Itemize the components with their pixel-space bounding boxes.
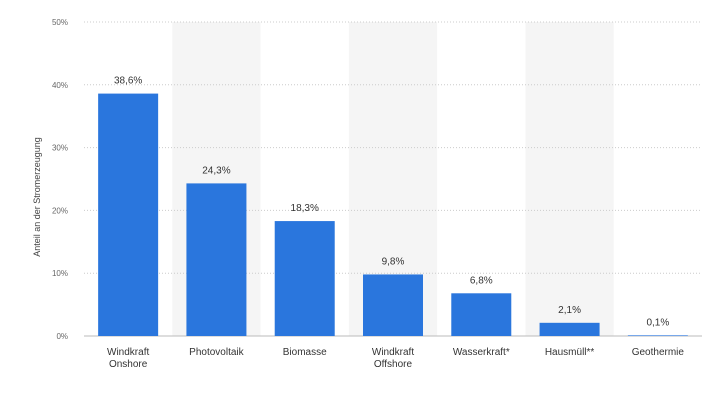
y-tick-label: 10%: [52, 269, 68, 278]
x-category-label: Windkraft Offshore: [372, 347, 414, 370]
bar: [627, 335, 688, 336]
y-tick-label: 40%: [52, 81, 68, 90]
x-category-label: Photovoltaik: [189, 347, 244, 358]
category-band: [525, 22, 614, 336]
bars: [98, 93, 688, 336]
bar: [539, 322, 600, 336]
y-tick-label: 50%: [52, 18, 68, 27]
x-category-label: Wasserkraft*: [453, 347, 510, 358]
category-bands: [172, 22, 614, 336]
x-category-label: Hausmüll**: [545, 347, 595, 358]
x-category-label: Biomasse: [283, 347, 327, 358]
x-axis-categories: Windkraft Onshore Photovoltaik Biomasse Wind…: [107, 347, 684, 370]
data-label: 2,1%: [558, 305, 581, 316]
y-tick-label: 20%: [52, 206, 68, 215]
x-category-label: Windkraft Onshore: [107, 347, 149, 370]
data-label: 24,3%: [202, 165, 230, 176]
y-axis-ticks: 0% 10% 20% 30% 40% 50%: [52, 18, 68, 341]
data-label: 9,8%: [382, 256, 405, 267]
bar: [451, 293, 512, 336]
y-tick-label: 0%: [56, 332, 68, 341]
data-label: 38,6%: [114, 76, 142, 87]
y-axis-label: Anteil an der Stromerzeugung: [32, 137, 42, 257]
data-label: 18,3%: [291, 203, 319, 214]
x-category-label: Geothermie: [632, 347, 685, 358]
data-label: 6,8%: [470, 275, 493, 286]
bar: [186, 183, 247, 336]
data-label: 0,1%: [646, 317, 669, 328]
bar: [98, 93, 159, 336]
y-tick-label: 30%: [52, 144, 68, 153]
data-labels: 38,6% 24,3% 18,3% 9,8% 6,8% 2,1% 0,1%: [114, 76, 669, 329]
bar: [363, 274, 423, 336]
bar: [274, 221, 335, 336]
